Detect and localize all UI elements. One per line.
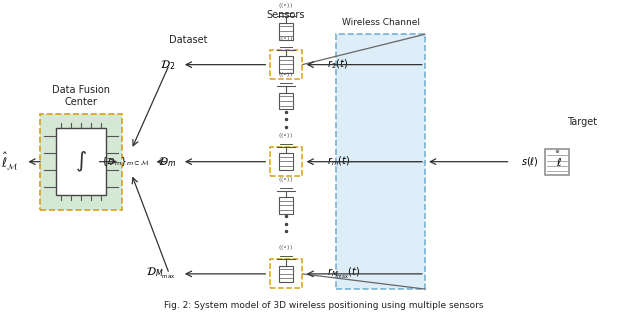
Text: $\mathrm{((\circ))}$: $\mathrm{((\circ))}$ <box>278 1 294 10</box>
Text: $\mathrm{((\circ))}$: $\mathrm{((\circ))}$ <box>278 131 294 140</box>
Text: Center: Center <box>65 97 97 107</box>
Bar <box>279 153 293 170</box>
Text: $\mathrm{((\circ))}$: $\mathrm{((\circ))}$ <box>278 243 294 252</box>
Bar <box>279 23 293 40</box>
Text: $\hat{\ell}_\mathcal{M}$: $\hat{\ell}_\mathcal{M}$ <box>1 151 19 173</box>
Bar <box>545 149 569 175</box>
Text: $\mathrm{((\circ))}$: $\mathrm{((\circ))}$ <box>278 70 294 79</box>
Bar <box>56 128 106 195</box>
Text: Dataset: Dataset <box>169 35 207 45</box>
Bar <box>269 259 302 288</box>
Text: $\int$: $\int$ <box>75 150 87 174</box>
Text: $\mathcal{D}_2$: $\mathcal{D}_2$ <box>161 58 175 72</box>
Bar <box>269 50 302 79</box>
Text: Fig. 2: System model of 3D wireless positioning using multiple sensors: Fig. 2: System model of 3D wireless posi… <box>164 301 484 310</box>
Bar <box>337 34 425 289</box>
Text: Data Fusion: Data Fusion <box>52 85 110 95</box>
Text: $\ell$: $\ell$ <box>556 156 561 168</box>
Bar <box>279 93 293 109</box>
Text: Target: Target <box>567 117 597 127</box>
Text: $r_2(t)$: $r_2(t)$ <box>327 58 348 72</box>
Text: $\mathcal{D}_{M_{\max}}$: $\mathcal{D}_{M_{\max}}$ <box>146 266 175 281</box>
Text: Sensors: Sensors <box>267 10 305 19</box>
Text: $r_{M_{\max}}(t)$: $r_{M_{\max}}(t)$ <box>327 266 360 281</box>
Text: $\mathrm{((\circ))}$: $\mathrm{((\circ))}$ <box>278 175 294 184</box>
Text: $\{\mathcal{D}_m\}_{m\subset\mathcal{M}}$: $\{\mathcal{D}_m\}_{m\subset\mathcal{M}}… <box>101 155 149 168</box>
Bar <box>279 266 293 282</box>
Bar <box>279 56 293 73</box>
Text: $s(\ell)$: $s(\ell)$ <box>521 155 539 168</box>
Text: $\mathrm{((\circ))}$: $\mathrm{((\circ))}$ <box>278 34 294 43</box>
Text: Wireless Channel: Wireless Channel <box>342 18 420 27</box>
Text: $\mathcal{D}_m$: $\mathcal{D}_m$ <box>157 155 175 169</box>
Bar <box>279 197 293 214</box>
Bar <box>269 147 302 176</box>
Text: $r_m(t)$: $r_m(t)$ <box>327 155 351 169</box>
Bar <box>40 114 122 209</box>
